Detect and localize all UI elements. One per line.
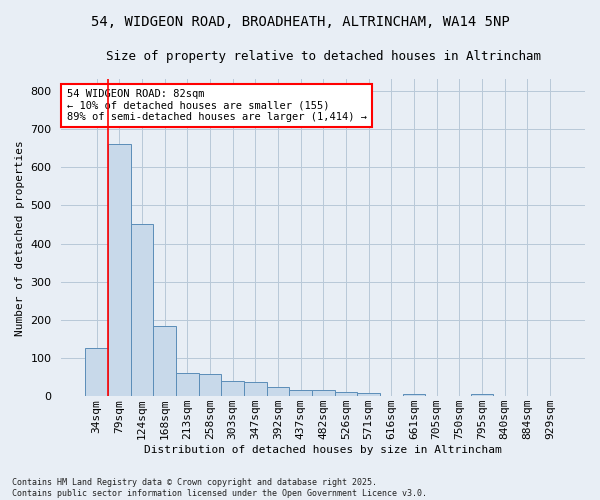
Bar bbox=[108, 144, 131, 396]
Bar bbox=[176, 372, 199, 396]
Text: Contains HM Land Registry data © Crown copyright and database right 2025.
Contai: Contains HM Land Registry data © Crown c… bbox=[12, 478, 427, 498]
Bar bbox=[312, 390, 335, 396]
Bar bbox=[403, 394, 425, 396]
Y-axis label: Number of detached properties: Number of detached properties bbox=[15, 140, 25, 336]
Bar bbox=[199, 374, 221, 396]
Text: 54, WIDGEON ROAD, BROADHEATH, ALTRINCHAM, WA14 5NP: 54, WIDGEON ROAD, BROADHEATH, ALTRINCHAM… bbox=[91, 15, 509, 29]
Text: 54 WIDGEON ROAD: 82sqm
← 10% of detached houses are smaller (155)
89% of semi-de: 54 WIDGEON ROAD: 82sqm ← 10% of detached… bbox=[67, 89, 367, 122]
Bar bbox=[221, 381, 244, 396]
X-axis label: Distribution of detached houses by size in Altrincham: Distribution of detached houses by size … bbox=[145, 445, 502, 455]
Title: Size of property relative to detached houses in Altrincham: Size of property relative to detached ho… bbox=[106, 50, 541, 63]
Bar bbox=[470, 394, 493, 396]
Bar bbox=[289, 390, 312, 396]
Bar bbox=[244, 382, 266, 396]
Bar bbox=[131, 224, 153, 396]
Bar bbox=[266, 386, 289, 396]
Bar bbox=[335, 392, 357, 396]
Bar bbox=[153, 326, 176, 396]
Bar bbox=[85, 348, 108, 396]
Bar bbox=[357, 394, 380, 396]
